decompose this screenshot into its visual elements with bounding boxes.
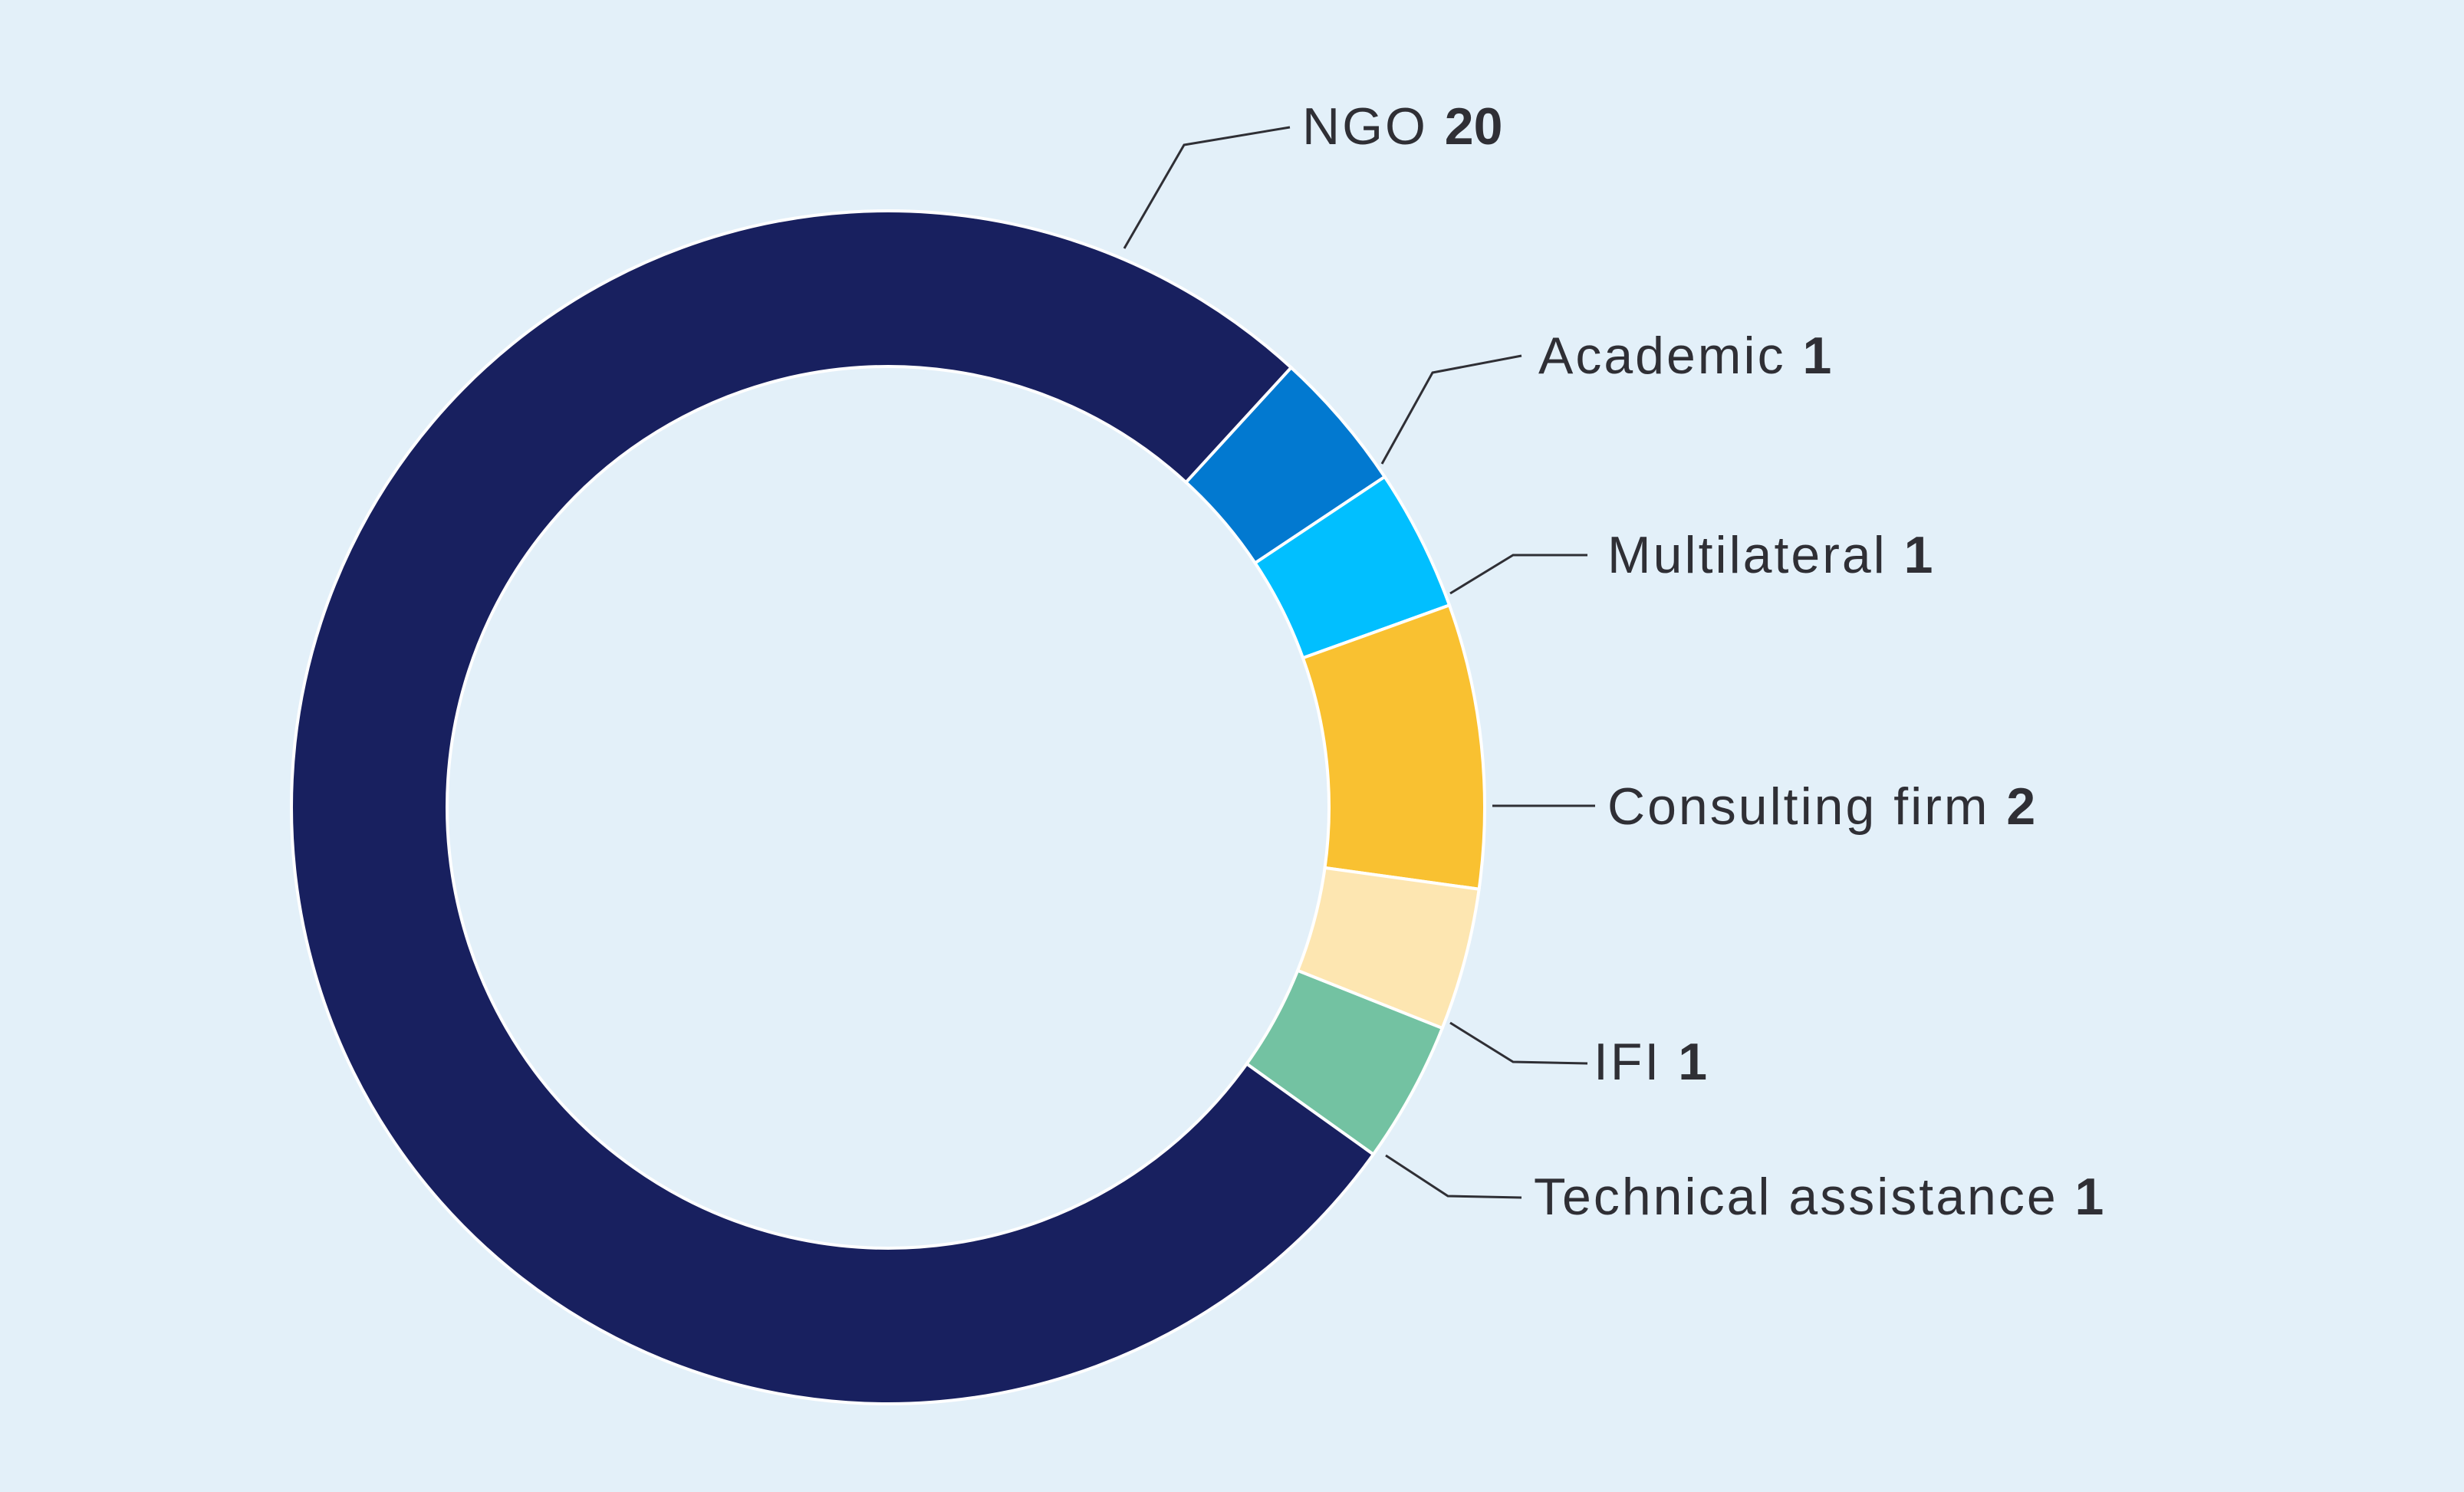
label-value-consulting-firm: 2	[2006, 777, 2035, 836]
label-ngo: NGO 20	[1302, 97, 1502, 156]
label-ifi: IFI 1	[1594, 1033, 1707, 1091]
leader-line-multilateral	[1449, 554, 1587, 595]
leader-line-technical-assistance	[1385, 1154, 1522, 1199]
label-name-academic: Academic	[1538, 327, 1802, 385]
slice-ngo	[290, 209, 1376, 1405]
leader-line-academic	[1380, 354, 1522, 465]
leader-line-ngo	[1123, 126, 1291, 249]
label-value-ngo: 20	[1445, 97, 1503, 156]
label-name-consulting-firm: Consulting firm	[1607, 777, 2006, 836]
label-technical-assistance: Technical assistance 1	[1534, 1168, 2104, 1226]
label-name-multilateral: Multilateral	[1607, 526, 1904, 584]
label-name-ifi: IFI	[1594, 1033, 1678, 1091]
label-consulting-firm: Consulting firm 2	[1607, 777, 2035, 836]
leader-line-ifi	[1449, 1021, 1588, 1065]
label-multilateral: Multilateral 1	[1607, 526, 1933, 584]
label-academic: Academic 1	[1538, 327, 1831, 385]
label-name-technical-assistance: Technical assistance	[1534, 1168, 2075, 1226]
label-name-ngo: NGO	[1302, 97, 1445, 156]
label-value-academic: 1	[1802, 327, 1831, 385]
label-value-technical-assistance: 1	[2075, 1168, 2104, 1226]
slice-consulting-firm	[1301, 603, 1486, 891]
label-value-ifi: 1	[1678, 1033, 1707, 1091]
label-value-multilateral: 1	[1904, 526, 1933, 584]
